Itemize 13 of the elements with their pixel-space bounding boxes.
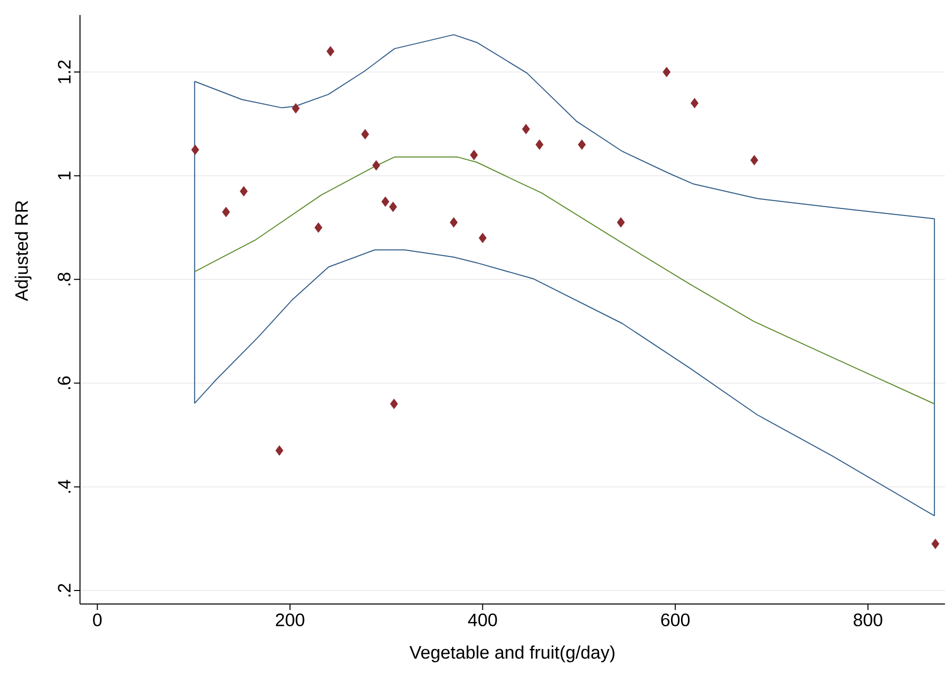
y-tick-label: .2 xyxy=(58,584,70,596)
y-tick-label: .8 xyxy=(58,272,70,286)
x-axis-title: Vegetable and fruit(g/day) xyxy=(410,646,614,662)
x-tick-label: 0 xyxy=(93,614,102,626)
y-tick-label: 1.2 xyxy=(58,60,70,84)
x-tick-label: 600 xyxy=(661,614,690,626)
y-axis-title: Adjusted RR xyxy=(14,200,32,302)
x-tick-label: 200 xyxy=(276,614,304,626)
y-tick-label: 1 xyxy=(58,172,70,180)
y-tick-label: .6 xyxy=(58,376,70,389)
x-tick-label: 400 xyxy=(468,614,497,626)
x-tick-label: 800 xyxy=(854,614,882,626)
y-tick-label: .4 xyxy=(58,480,70,493)
